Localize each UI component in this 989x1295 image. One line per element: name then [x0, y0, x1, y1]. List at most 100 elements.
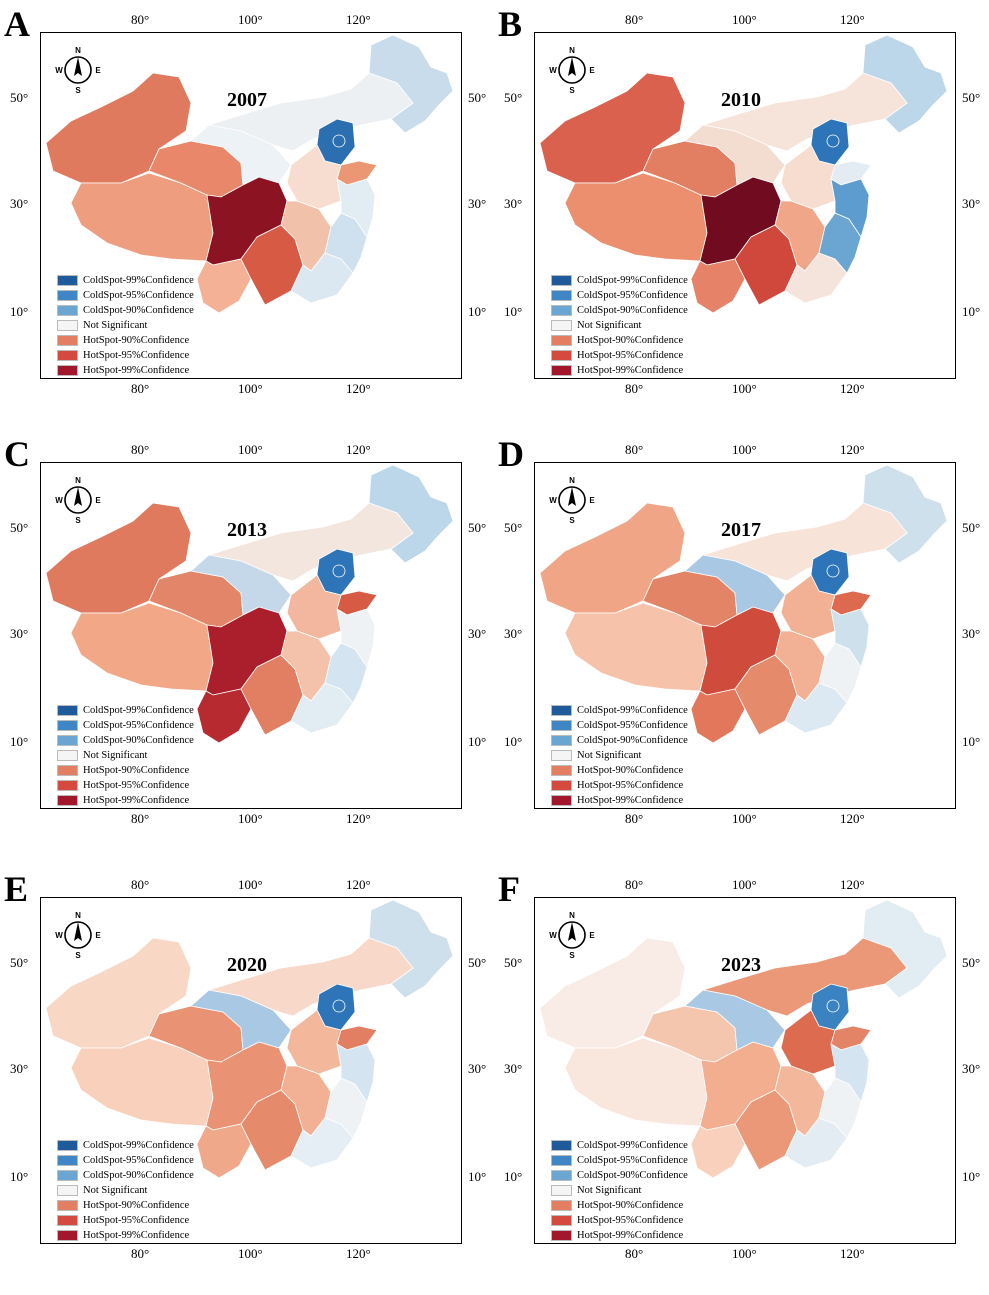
lon-tick-bottom: 100°	[732, 811, 757, 826]
legend-label: ColdSpot-90%Confidence	[577, 1170, 688, 1181]
legend-label: Not Significant	[83, 1185, 148, 1196]
legend-swatch	[551, 795, 572, 806]
map-frame: 2017 N S W E ColdSpot-99%Confidence ColdSpot-9…	[534, 462, 956, 809]
region-beijing-outline	[332, 134, 346, 148]
legend-swatch	[551, 275, 572, 286]
legend-entry: HotSpot-90%Confidence	[57, 763, 194, 778]
legend-label: HotSpot-99%Confidence	[83, 795, 190, 806]
legend-label: HotSpot-99%Confidence	[83, 1230, 190, 1241]
legend-swatch	[551, 365, 572, 376]
legend: ColdSpot-99%Confidence ColdSpot-95%Confid…	[57, 1138, 194, 1243]
lon-tick-top: 120°	[346, 442, 371, 457]
legend-entry: ColdSpot-99%Confidence	[57, 703, 194, 718]
legend-label: ColdSpot-99%Confidence	[577, 275, 688, 286]
choropleth-map	[45, 34, 454, 314]
north-arrow-icon: N S W E	[547, 910, 597, 960]
lon-tick-top: 100°	[732, 877, 757, 892]
compass-w-label: W	[55, 931, 63, 940]
legend-entry: HotSpot-95%Confidence	[551, 1213, 688, 1228]
legend-entry: ColdSpot-90%Confidence	[57, 1168, 194, 1183]
region-inner-mongolia	[208, 72, 414, 152]
legend-swatch	[551, 350, 572, 361]
lon-tick-top: 120°	[840, 877, 865, 892]
legend-swatch	[57, 1230, 78, 1241]
region-shandong	[830, 1025, 872, 1051]
legend-label: ColdSpot-99%Confidence	[83, 705, 194, 716]
region-shandong	[830, 160, 872, 186]
region-jiangsu-zhejiang	[336, 608, 376, 668]
lat-tick-left: 10°	[504, 304, 523, 319]
legend: ColdSpot-99%Confidence ColdSpot-95%Confid…	[57, 703, 194, 808]
legend-swatch	[57, 335, 78, 346]
region-beijing-outline	[332, 999, 346, 1013]
legend-swatch	[551, 290, 572, 301]
legend-label: ColdSpot-90%Confidence	[83, 305, 194, 316]
legend-label: ColdSpot-95%Confidence	[577, 290, 688, 301]
lat-tick-left: 50°	[504, 520, 523, 535]
lon-tick-bottom: 100°	[238, 811, 263, 826]
legend-label: HotSpot-95%Confidence	[83, 1215, 190, 1226]
legend-swatch	[57, 1185, 78, 1196]
region-shandong	[830, 590, 872, 616]
legend-entry: HotSpot-99%Confidence	[551, 793, 688, 808]
legend-entry: ColdSpot-95%Confidence	[57, 718, 194, 733]
legend-entry: Not Significant	[551, 318, 688, 333]
compass-s-label: S	[569, 86, 575, 95]
lat-tick-left: 30°	[504, 1061, 523, 1076]
legend-label: HotSpot-90%Confidence	[83, 335, 190, 346]
legend-entry: HotSpot-90%Confidence	[551, 1198, 688, 1213]
legend-swatch	[57, 795, 78, 806]
lon-tick-bottom: 120°	[840, 811, 865, 826]
year-label: 2010	[721, 89, 761, 111]
map-panel-c: C 80° 100° 120° 80° 100° 120° 50° 30° 10° 50° 30° 10…	[0, 430, 494, 860]
legend-swatch	[551, 320, 572, 331]
lat-tick-right: 50°	[962, 520, 981, 535]
legend-label: ColdSpot-99%Confidence	[577, 1140, 688, 1151]
lat-tick-right: 30°	[962, 626, 981, 641]
year-label: 2017	[721, 519, 761, 541]
legend-label: HotSpot-95%Confidence	[83, 350, 190, 361]
north-arrow-icon: N S W E	[547, 45, 597, 95]
legend-entry: HotSpot-99%Confidence	[57, 1228, 194, 1243]
legend-swatch	[57, 290, 78, 301]
lon-tick-bottom: 120°	[840, 381, 865, 396]
legend-swatch	[551, 780, 572, 791]
legend-swatch	[551, 305, 572, 316]
choropleth-map	[539, 464, 948, 744]
legend-label: HotSpot-95%Confidence	[577, 780, 684, 791]
map-frame: 2007 N S W E ColdSpot-99%Confidence ColdSpot-9…	[40, 32, 462, 379]
lon-tick-top: 80°	[625, 442, 644, 457]
legend-entry: HotSpot-95%Confidence	[57, 1213, 194, 1228]
lat-tick-left: 50°	[10, 955, 29, 970]
compass-w-label: W	[549, 496, 557, 505]
region-jiangsu-zhejiang	[830, 1043, 870, 1103]
lat-tick-right: 30°	[962, 1061, 981, 1076]
legend-entry: ColdSpot-95%Confidence	[57, 288, 194, 303]
lat-tick-left: 10°	[504, 1169, 523, 1184]
legend-label: HotSpot-99%Confidence	[577, 365, 684, 376]
legend-label: ColdSpot-99%Confidence	[83, 1140, 194, 1151]
lat-tick-right: 50°	[468, 520, 487, 535]
lat-tick-left: 30°	[504, 196, 523, 211]
legend-entry: Not Significant	[57, 1183, 194, 1198]
lat-tick-right: 50°	[962, 955, 981, 970]
legend: ColdSpot-99%Confidence ColdSpot-95%Confid…	[551, 703, 688, 808]
legend-label: ColdSpot-90%Confidence	[577, 735, 688, 746]
region-yunnan	[196, 1123, 252, 1179]
legend-swatch	[551, 1200, 572, 1211]
legend-label: HotSpot-95%Confidence	[83, 780, 190, 791]
compass-e-label: E	[589, 931, 595, 940]
region-shandong	[336, 590, 378, 616]
legend-entry: HotSpot-99%Confidence	[551, 363, 688, 378]
legend-entry: HotSpot-90%Confidence	[57, 333, 194, 348]
lat-tick-right: 10°	[962, 304, 981, 319]
lon-tick-top: 100°	[238, 442, 263, 457]
legend-swatch	[551, 335, 572, 346]
legend-label: ColdSpot-95%Confidence	[577, 1155, 688, 1166]
north-arrow-icon: N S W E	[53, 45, 103, 95]
year-label: 2023	[721, 954, 761, 976]
lon-tick-bottom: 80°	[625, 381, 644, 396]
region-beijing-outline	[826, 999, 840, 1013]
lat-tick-left: 50°	[504, 90, 523, 105]
legend-swatch	[57, 765, 78, 776]
